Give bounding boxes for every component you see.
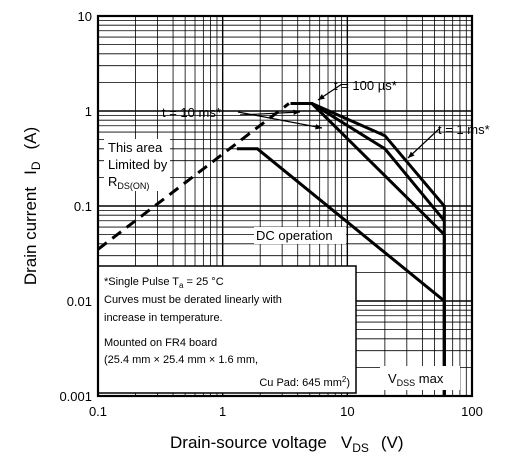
x-tick-label: 100 (461, 404, 483, 419)
annotation-arrow (407, 127, 441, 159)
annotation-arrow (239, 111, 301, 116)
svg-text:Curves must be derated linearl: Curves must be derated linearly with (104, 294, 282, 306)
y-tick-label: 0.1 (74, 199, 92, 214)
series-line (97, 102, 290, 251)
arrow-head (293, 109, 300, 116)
svg-text:(25.4 mm × 25.4 mm × 1.6 mm,: (25.4 mm × 25.4 mm × 1.6 mm, (104, 354, 258, 366)
curves (97, 102, 446, 396)
arrow-head (408, 151, 415, 158)
label-t1ms: t = 1 ms* (438, 122, 490, 137)
svg-text:Mounted on FR4 board: Mounted on FR4 board (104, 337, 217, 349)
y-tick-label: 0.01 (67, 294, 92, 309)
conditions-note-box: *Single Pulse Ta = 25 °C Curves must be … (97, 265, 357, 394)
svg-text:Limited by: Limited by (108, 157, 168, 172)
vdss-max-label: VDSS max (380, 366, 460, 390)
x-tick-label: 1 (219, 404, 226, 419)
svg-text:DC operation: DC operation (256, 228, 333, 243)
svg-text:VDSS max: VDSS max (388, 371, 444, 388)
plot-frame (96, 14, 474, 398)
x-tick-label: 10 (340, 404, 354, 419)
tick-labels: 0.1 1 10 100 10 1 0.1 0.01 0.001 (59, 9, 482, 419)
y-tick-label: 0.001 (59, 389, 92, 404)
dc-operation-label: DC operation (254, 227, 346, 244)
x-tick-label: 0.1 (89, 404, 107, 419)
svg-text:RDS(ON): RDS(ON) (108, 174, 149, 191)
series-line (290, 102, 446, 222)
svg-text:*Single Pulse Ta = 25 °C: *Single Pulse Ta = 25 °C (104, 276, 224, 290)
y-axis-label: Drain currentID(A) (21, 127, 43, 285)
svg-text:increase in temperature.: increase in temperature. (104, 312, 223, 324)
arrow-head (318, 94, 325, 100)
svg-text:Cu Pad: 645 mm2): Cu Pad: 645 mm2) (259, 375, 350, 389)
y-tick-label: 10 (78, 9, 92, 24)
x-axis-label: Drain-source voltage VDS (V) (170, 433, 404, 455)
svg-text:This area: This area (108, 140, 163, 155)
y-tick-label: 1 (85, 104, 92, 119)
rdson-limit-label: This area Limited by RDS(ON) (104, 139, 170, 191)
label-t10ms: t = 10 ms* (162, 105, 221, 120)
label-t100us: t = 100 µs* (334, 78, 397, 93)
arrow-head (315, 124, 322, 130)
series-line (311, 102, 446, 396)
annotation-arrows (237, 83, 441, 159)
